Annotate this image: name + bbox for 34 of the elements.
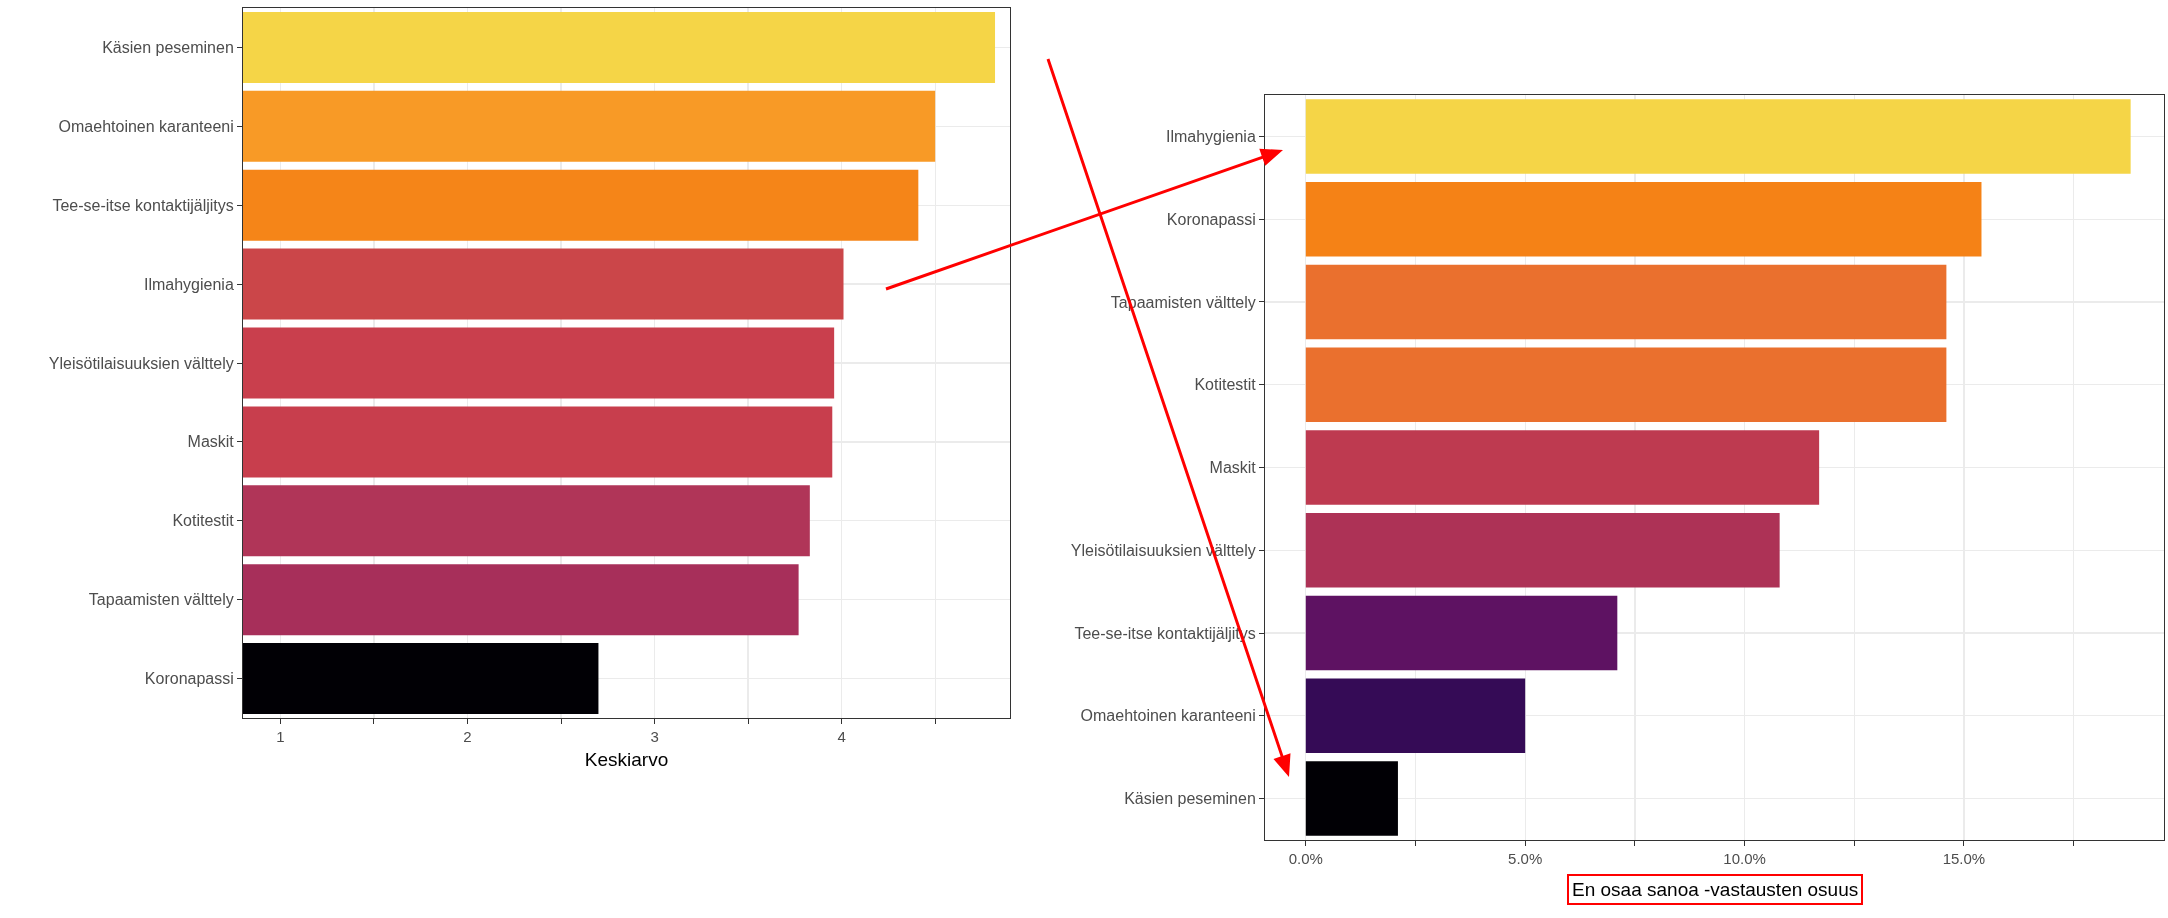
y-tick-label: Omaehtoinen karanteeni (58, 117, 234, 135)
y-tick-label: Tee-se-itse kontaktijäljitys (52, 196, 234, 214)
y-tick-label: Ilmahygienia (1165, 127, 1256, 145)
x-tick-label: 1 (276, 728, 285, 745)
y-tick-label: Tapaamisten välttely (88, 591, 234, 609)
x-tick-label: 3 (650, 728, 659, 745)
x-tick-label: 4 (837, 728, 846, 745)
x-tick-label: 15.0% (1942, 850, 1986, 867)
y-tick-label: Yleisötilaisuuksien välttely (48, 354, 234, 372)
x-axis-title: Keskiarvo (584, 748, 669, 770)
x-axis-title: En osaa sanoa -vastausten osuus (1572, 879, 1859, 900)
bar (1305, 761, 1398, 836)
x-tick-label: 5.0% (1508, 850, 1543, 867)
x-tick-label: 10.0% (1723, 850, 1766, 867)
y-tick-label: Ilmahygienia (143, 275, 234, 293)
bar (1305, 430, 1820, 505)
bar (1305, 678, 1526, 754)
x-tick-label: 2 (463, 728, 472, 745)
y-tick-label: Koronapassi (1166, 210, 1256, 228)
bar (1305, 347, 1947, 422)
x-tick-label: 0.0% (1288, 850, 1323, 867)
y-tick-label: Kotitestit (1194, 376, 1257, 394)
y-tick-label: Kotitestit (172, 512, 235, 530)
y-tick-label: Käsien peseminen (1124, 790, 1256, 808)
y-tick-label: Maskit (187, 433, 235, 451)
y-tick-label: Maskit (1209, 459, 1257, 477)
bar (1305, 99, 2131, 174)
bar (1305, 264, 1947, 340)
y-tick-label: Omaehtoinen karanteeni (1080, 707, 1256, 725)
bar (1305, 513, 1780, 588)
bar (1305, 595, 1618, 671)
y-tick-label: Käsien peseminen (102, 39, 234, 57)
y-tick-label: Koronapassi (144, 670, 234, 688)
bar (1305, 181, 1982, 257)
